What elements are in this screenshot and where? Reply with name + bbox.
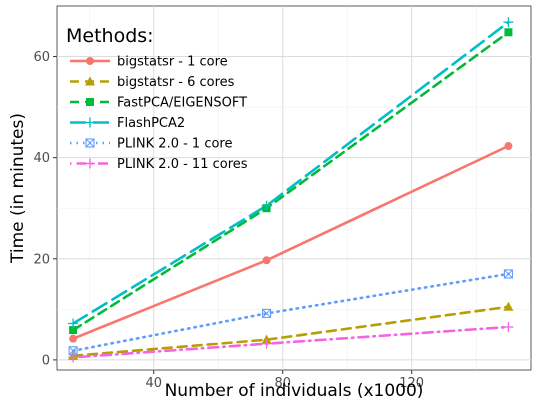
- legend-key-marker: [85, 117, 95, 128]
- data-point-plink-2-0-1-core: [262, 308, 272, 318]
- legend-label: bigstatsr - 6 cores: [117, 75, 235, 90]
- data-point-plink-2-0-11-cores: [261, 338, 272, 349]
- legend-title: Methods:: [66, 25, 154, 47]
- legend-key-marker: [86, 98, 94, 106]
- y-tick-label: 60: [33, 50, 50, 65]
- legend-item-plink-2-0-11-cores: PLINK 2.0 - 11 cores: [70, 157, 248, 172]
- data-point-plink-2-0-11-cores: [503, 322, 514, 333]
- legend-item-bigstatsr-6-cores: bigstatsr - 6 cores: [70, 75, 235, 90]
- y-tick-label: 0: [42, 353, 50, 368]
- data-point-fastpca-eigensoft: [504, 28, 513, 37]
- data-point-fastpca-eigensoft: [69, 326, 78, 335]
- x-tick-label: 120: [399, 376, 424, 391]
- data-point-bigstatsr-1-core: [504, 142, 513, 151]
- legend-label: PLINK 2.0 - 1 core: [117, 137, 233, 152]
- legend-item-fastpca-eigensoft: FastPCA/EIGENSOFT: [70, 96, 247, 111]
- data-point-bigstatsr-1-core: [262, 256, 271, 265]
- data-point-flashpca2: [68, 318, 79, 329]
- x-tick-label: 40: [145, 376, 162, 391]
- data-point-bigstatsr-6-cores: [503, 301, 514, 311]
- data-point-plink-2-0-1-core: [503, 269, 513, 279]
- legend-item-flashpca2: FlashPCA2: [70, 116, 185, 131]
- legend-key-marker: [85, 158, 95, 169]
- legend-label: bigstatsr - 1 core: [117, 55, 228, 70]
- legend: Methods: bigstatsr - 1 core bigstatsr - 6…: [66, 25, 248, 172]
- legend-key-marker: [85, 76, 95, 86]
- y-tick-label: 20: [33, 252, 50, 267]
- series-line-flashpca2: [71, 20, 510, 325]
- legend-key-marker: [85, 138, 95, 148]
- legend-label: FastPCA/EIGENSOFT: [117, 96, 247, 111]
- grid-lines: [57, 6, 531, 370]
- data-point-flashpca2: [261, 200, 272, 211]
- x-tick-label: 80: [274, 376, 291, 391]
- y-tick-label: 40: [33, 151, 50, 166]
- x-axis-title: Number of individuals (x1000): [165, 381, 424, 401]
- legend-item-bigstatsr-1-core: bigstatsr - 1 core: [70, 55, 228, 70]
- series-points: [68, 17, 514, 363]
- axes: 40 80 120 0 20 40 60: [33, 50, 424, 391]
- data-point-flashpca2: [503, 17, 514, 28]
- data-point-plink-2-0-11-cores: [68, 352, 79, 363]
- legend-label: PLINK 2.0 - 11 cores: [117, 157, 248, 172]
- legend-item-plink-2-0-1-core: PLINK 2.0 - 1 core: [70, 137, 233, 152]
- data-point-bigstatsr-1-core: [69, 334, 78, 343]
- legend-key-marker: [86, 57, 94, 65]
- legend-label: FlashPCA2: [117, 116, 185, 131]
- y-axis-title: Time (in minutes): [8, 113, 28, 264]
